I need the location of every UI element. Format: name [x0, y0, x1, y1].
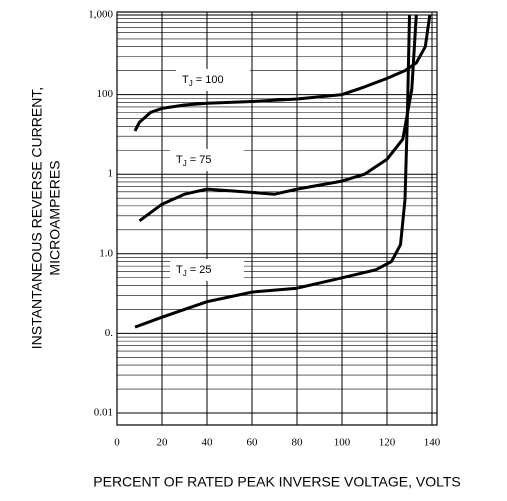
- x-tick-label: 100: [334, 437, 351, 449]
- series-label-part: T: [176, 154, 183, 166]
- x-axis-title: PERCENT OF RATED PEAK INVERSE VOLTAGE, V…: [93, 474, 460, 490]
- series-label: TJ = 75: [176, 154, 212, 168]
- line: [138, 14, 418, 223]
- label-background: [170, 259, 244, 281]
- series-label-part: = 100: [193, 74, 224, 86]
- series-label-part: J: [189, 79, 193, 88]
- plot-frame: [116, 11, 438, 426]
- series-label: TJ = 100: [182, 74, 224, 88]
- line: [134, 14, 411, 329]
- series-label-part: = 75: [187, 154, 212, 166]
- x-tick-label: 60: [247, 437, 259, 449]
- series-label-part: J: [183, 159, 187, 168]
- x-tick-label: 0: [114, 437, 120, 449]
- x-tick-label: 40: [202, 437, 214, 449]
- series-label: TJ = 25: [176, 264, 212, 278]
- label-background: [176, 69, 250, 91]
- series-label-part: T: [182, 74, 189, 86]
- y-tick-label: 100: [97, 88, 114, 100]
- series-label-part: T: [176, 264, 183, 276]
- y-axis-title: INSTANTANEOUS REVERSE CURRENT,: [29, 87, 45, 349]
- x-tick-label: 140: [424, 437, 441, 449]
- x-tick-label: 80: [292, 437, 304, 449]
- y-tick-label: 0.: [105, 327, 114, 339]
- y-axis-title: MICROAMPERES: [47, 160, 63, 275]
- label-background: [170, 149, 244, 171]
- y-tick-label: 1.0: [99, 247, 113, 259]
- y-tick-label: 0.01: [94, 407, 113, 419]
- x-tick-label: 20: [157, 437, 169, 449]
- series-label-part: J: [183, 269, 187, 278]
- series-label-part: = 25: [187, 264, 212, 276]
- y-tick-label: 1,000: [88, 9, 113, 21]
- y-tick-label: 1: [108, 168, 114, 180]
- x-tick-label: 120: [379, 437, 396, 449]
